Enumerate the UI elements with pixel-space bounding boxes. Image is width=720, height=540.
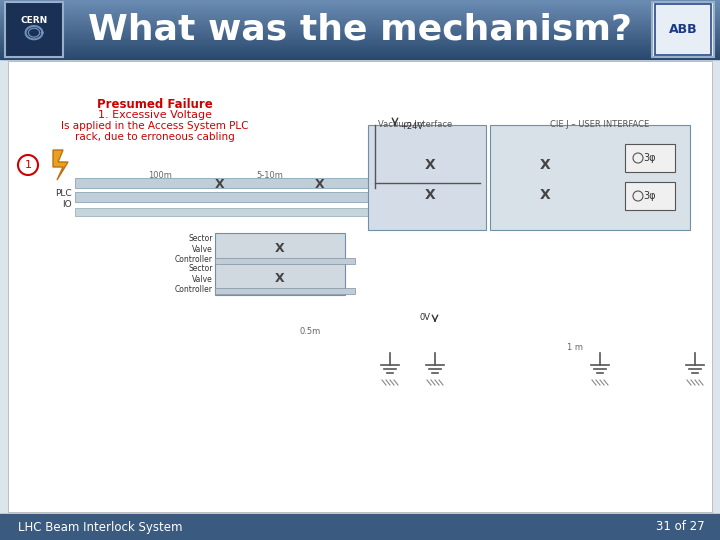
Polygon shape xyxy=(0,6,720,7)
Polygon shape xyxy=(0,17,720,18)
Text: 1. Excessive Voltage: 1. Excessive Voltage xyxy=(98,110,212,120)
Text: PLC
IO: PLC IO xyxy=(55,190,72,208)
Polygon shape xyxy=(0,49,720,50)
Text: X: X xyxy=(539,158,550,172)
Polygon shape xyxy=(0,30,720,31)
Polygon shape xyxy=(0,43,720,44)
Bar xyxy=(625,144,675,172)
Polygon shape xyxy=(0,55,720,56)
Bar xyxy=(215,263,345,295)
Polygon shape xyxy=(0,8,720,10)
Text: 31 of 27: 31 of 27 xyxy=(657,521,705,534)
Polygon shape xyxy=(0,13,720,14)
Polygon shape xyxy=(0,51,720,52)
Text: 0V: 0V xyxy=(419,314,430,322)
Text: X: X xyxy=(425,188,436,202)
Bar xyxy=(215,233,345,265)
Text: 0.5m: 0.5m xyxy=(300,327,320,336)
Text: CERN: CERN xyxy=(20,16,48,25)
Polygon shape xyxy=(0,58,720,59)
Bar xyxy=(490,125,690,230)
Text: 1: 1 xyxy=(24,160,32,170)
Polygon shape xyxy=(0,37,720,38)
Bar xyxy=(0,514,720,540)
Polygon shape xyxy=(0,12,720,13)
Polygon shape xyxy=(0,2,720,4)
Bar xyxy=(75,192,375,202)
Text: X: X xyxy=(275,242,285,255)
Polygon shape xyxy=(0,38,720,39)
Bar xyxy=(75,178,375,188)
Polygon shape xyxy=(0,24,720,25)
Text: X: X xyxy=(315,178,325,191)
Polygon shape xyxy=(0,39,720,40)
Polygon shape xyxy=(0,23,720,24)
Bar xyxy=(368,125,486,230)
Polygon shape xyxy=(53,150,68,180)
Text: ABB: ABB xyxy=(669,23,697,36)
Polygon shape xyxy=(0,57,720,58)
Bar xyxy=(655,4,711,56)
Text: CIE J – USER INTERFACE: CIE J – USER INTERFACE xyxy=(550,120,649,129)
Polygon shape xyxy=(0,20,720,22)
Text: Sector
Valve
Controller: Sector Valve Controller xyxy=(175,264,213,294)
Polygon shape xyxy=(0,25,720,26)
Polygon shape xyxy=(0,19,720,20)
Text: Sector
Valve
Controller: Sector Valve Controller xyxy=(175,234,213,264)
Polygon shape xyxy=(0,52,720,53)
Polygon shape xyxy=(0,26,720,28)
Polygon shape xyxy=(0,31,720,32)
Text: LHC Beam Interlock System: LHC Beam Interlock System xyxy=(18,521,182,534)
Text: +24V: +24V xyxy=(400,122,423,131)
Text: 100m: 100m xyxy=(148,172,172,180)
Polygon shape xyxy=(0,59,720,540)
Polygon shape xyxy=(0,22,720,23)
Polygon shape xyxy=(0,50,720,51)
Polygon shape xyxy=(0,40,720,42)
Polygon shape xyxy=(0,56,720,57)
Polygon shape xyxy=(0,16,720,17)
Text: X: X xyxy=(425,158,436,172)
Polygon shape xyxy=(0,14,720,16)
Bar xyxy=(215,288,355,294)
Text: Is applied in the Access System PLC: Is applied in the Access System PLC xyxy=(61,121,248,131)
Polygon shape xyxy=(0,45,720,46)
Polygon shape xyxy=(0,33,720,35)
Text: 5-10m: 5-10m xyxy=(256,172,284,180)
Polygon shape xyxy=(0,18,720,19)
Polygon shape xyxy=(0,48,720,49)
Polygon shape xyxy=(0,29,720,30)
Polygon shape xyxy=(0,46,720,48)
Polygon shape xyxy=(0,36,720,37)
Polygon shape xyxy=(0,4,720,5)
Polygon shape xyxy=(0,32,720,33)
Bar xyxy=(652,2,714,57)
Bar xyxy=(8,62,712,512)
Bar xyxy=(625,182,675,210)
Text: X: X xyxy=(215,178,225,191)
Polygon shape xyxy=(0,5,720,6)
Polygon shape xyxy=(0,35,720,36)
Polygon shape xyxy=(0,7,720,8)
Polygon shape xyxy=(0,0,720,1)
Polygon shape xyxy=(0,10,720,11)
Text: X: X xyxy=(275,273,285,286)
Text: 3φ: 3φ xyxy=(644,191,657,201)
Polygon shape xyxy=(0,11,720,12)
Text: 3φ: 3φ xyxy=(644,153,657,163)
Text: Presumed Failure: Presumed Failure xyxy=(97,98,213,111)
Polygon shape xyxy=(0,44,720,45)
Text: Vacuum Interface: Vacuum Interface xyxy=(378,120,452,129)
Polygon shape xyxy=(0,28,720,29)
Bar xyxy=(5,2,63,57)
Text: rack, due to erroneous cabling: rack, due to erroneous cabling xyxy=(75,132,235,142)
Bar xyxy=(75,208,375,216)
Bar xyxy=(215,258,355,264)
Text: X: X xyxy=(539,188,550,202)
Text: What was the mechanism?: What was the mechanism? xyxy=(88,13,632,46)
Polygon shape xyxy=(0,42,720,43)
Polygon shape xyxy=(0,53,720,55)
Text: 1 m: 1 m xyxy=(567,343,583,353)
Polygon shape xyxy=(0,1,720,2)
